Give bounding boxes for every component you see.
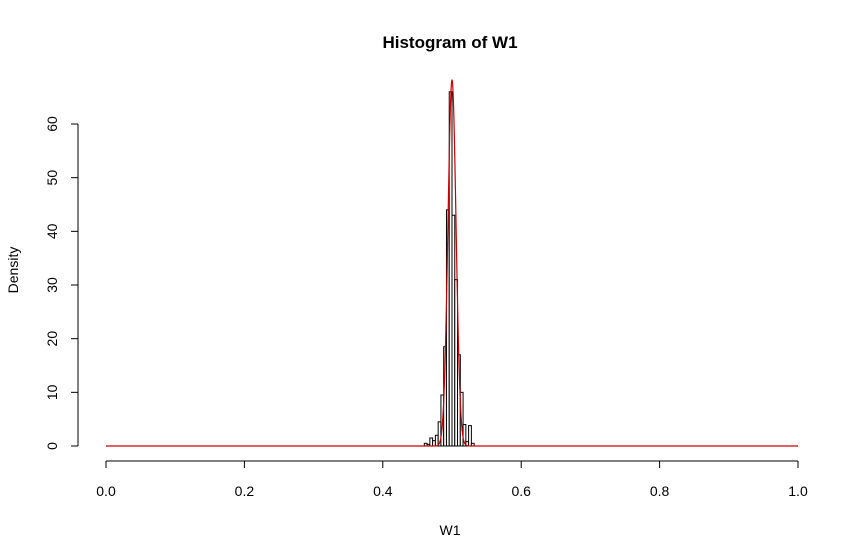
x-tick-label: 0.0 [96, 483, 116, 499]
y-tick-label: 50 [44, 170, 60, 186]
y-tick-label: 40 [44, 223, 60, 239]
y-tick-label: 20 [44, 331, 60, 347]
y-tick-label: 0 [44, 442, 60, 450]
density-curve [106, 79, 798, 447]
y-axis-label: Density [5, 247, 21, 294]
x-axis: 0.0 0.2 0.4 0.6 0.8 1.0 [96, 460, 808, 499]
x-tick-label: 0.6 [511, 483, 531, 499]
x-tick-label: 1.0 [788, 483, 808, 499]
y-axis: 0 10 20 30 40 50 60 [44, 116, 79, 450]
x-tick-label: 0.8 [650, 483, 670, 499]
y-tick-label: 60 [44, 116, 60, 132]
y-tick-label: 10 [44, 384, 60, 400]
x-axis-label: W1 [440, 522, 461, 538]
x-tick-label: 0.2 [235, 483, 255, 499]
y-tick-label: 30 [44, 277, 60, 293]
x-tick-label: 0.4 [373, 483, 393, 499]
chart-title: Histogram of W1 [382, 33, 517, 52]
